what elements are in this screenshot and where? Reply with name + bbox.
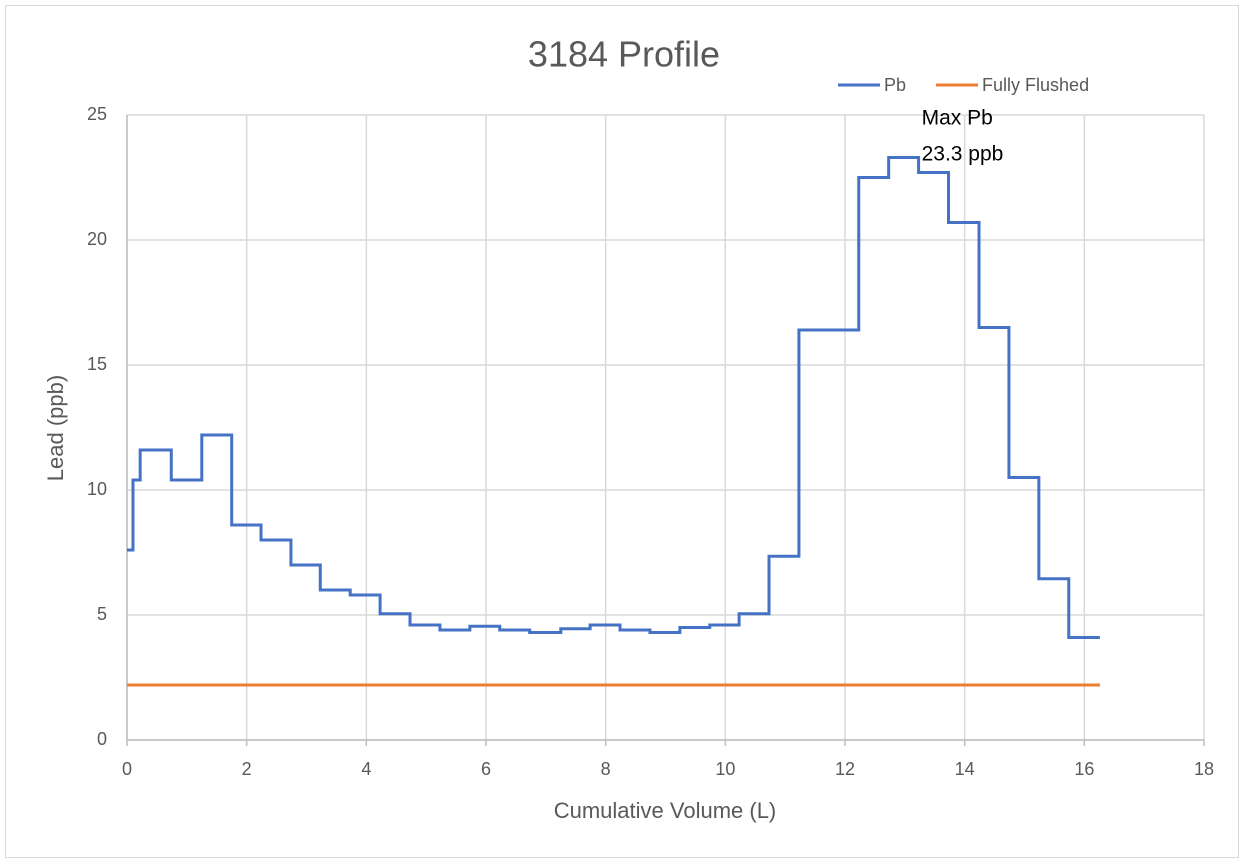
y-tick-label: 20 <box>87 229 107 249</box>
annotation: Max Pb <box>922 107 993 130</box>
x-tick-label: 2 <box>242 759 252 779</box>
x-tick-label: 16 <box>1074 759 1094 779</box>
x-tick-label: 0 <box>122 759 132 779</box>
annotation: 23.3 ppb <box>922 143 1004 166</box>
x-tick-label: 6 <box>481 759 491 779</box>
x-tick-label: 4 <box>361 759 371 779</box>
x-tick-label: 12 <box>835 759 855 779</box>
y-tick-label: 10 <box>87 479 107 499</box>
y-tick-label: 0 <box>97 729 107 749</box>
y-axis-label: Lead (ppb) <box>43 375 68 481</box>
x-axis-label: Cumulative Volume (L) <box>554 798 777 823</box>
y-tick-label: 25 <box>87 104 107 124</box>
x-tick-label: 10 <box>715 759 735 779</box>
chart-border <box>5 5 1239 858</box>
x-tick-label: 18 <box>1194 759 1214 779</box>
series-line <box>127 156 1100 639</box>
chart-title: 3184 Profile <box>528 34 720 75</box>
legend-label: Fully Flushed <box>982 75 1089 95</box>
y-tick-label: 5 <box>97 604 107 624</box>
x-tick-label: 14 <box>955 759 975 779</box>
x-tick-label: 8 <box>601 759 611 779</box>
y-tick-label: 15 <box>87 354 107 374</box>
legend-label: Pb <box>884 75 906 95</box>
